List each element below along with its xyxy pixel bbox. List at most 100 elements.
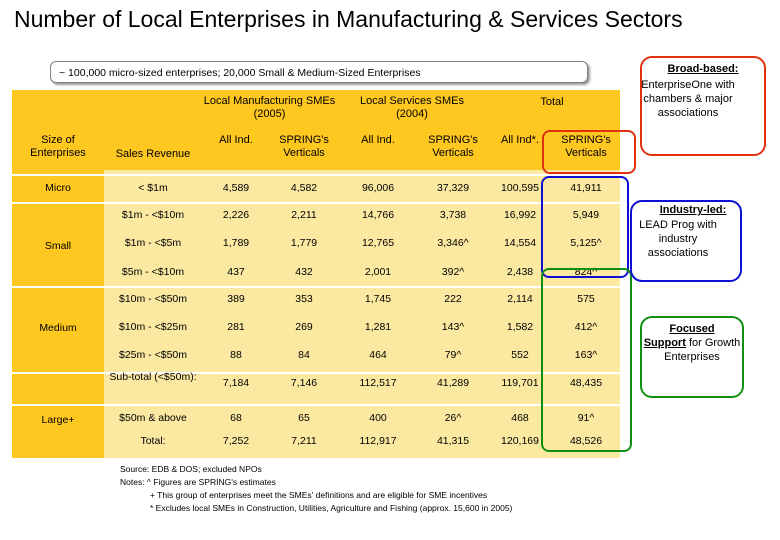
- table-cell: 552: [511, 349, 529, 361]
- summary-banner: ~ 100,000 micro-sized enterprises; 20,00…: [50, 61, 588, 83]
- header-group-manufacturing: Local Manufacturing SMEs (2005): [203, 95, 336, 120]
- table-cell: 5,949: [572, 209, 600, 221]
- table-cell: 575: [577, 293, 595, 305]
- header-total-spring: SPRING's Verticals: [561, 134, 611, 159]
- table-cell: 1,281: [364, 321, 392, 333]
- table-cell: 4,582: [290, 182, 318, 194]
- table-cell: 91^: [577, 412, 595, 424]
- table-cell: 88: [230, 349, 242, 361]
- table-cell: 4,589: [222, 182, 250, 194]
- footnote-incentives: + This group of enterprises meet the SME…: [150, 490, 488, 500]
- focused-body: for Growth Enterprises: [664, 337, 741, 363]
- broad-based-body: EnterpriseOne with chambers & major asso…: [641, 79, 735, 119]
- revenue-label: Sub-total (<$50m):: [109, 371, 197, 383]
- header-group-services: Local Services SMEs (2004): [360, 95, 464, 120]
- table-cell: 400: [369, 412, 387, 424]
- enterprise-table: Local Manufacturing SMEs (2005) Local Se…: [12, 90, 620, 458]
- row-separator: [12, 286, 620, 288]
- table-cell: 41,911: [570, 182, 602, 194]
- table-cell: 7,184: [222, 377, 250, 389]
- table-cell: 432: [295, 266, 313, 278]
- revenue-label: < $1m: [138, 182, 168, 194]
- red-highlight-box: [542, 130, 636, 174]
- table-cell: 120,169: [501, 435, 539, 447]
- table-cell: 281: [227, 321, 245, 333]
- header-band-sub: [12, 130, 620, 170]
- table-cell: 412^: [574, 321, 598, 333]
- footnotes: Source: EDB & DOS; excluded NPOs Notes: …: [120, 463, 512, 515]
- table-cell: 14,766: [361, 209, 395, 221]
- table-cell: 100,595: [501, 182, 539, 194]
- table-cell: 392^: [441, 266, 465, 278]
- table-cell: 84: [298, 349, 310, 361]
- revenue-label: $50m & above: [119, 412, 187, 424]
- row-separator: [12, 174, 620, 176]
- table-cell: 269: [295, 321, 313, 333]
- table-cell: 222: [444, 293, 462, 305]
- table-cell: 2,114: [507, 293, 533, 305]
- focused-title: Focused: [669, 323, 715, 335]
- table-cell: 96,006: [361, 182, 395, 194]
- size-label: Small: [44, 240, 72, 252]
- focused-support-callout: [640, 316, 744, 398]
- table-cell: 112,517: [359, 377, 397, 389]
- revenue-label: $5m - <$10m: [121, 266, 185, 278]
- header-mfg-spring: SPRING's Verticals: [279, 134, 329, 159]
- size-label: Medium: [39, 322, 77, 334]
- row-separator: [12, 202, 620, 204]
- blue-highlight-box: [541, 176, 629, 278]
- focused-support-word: Support: [643, 337, 686, 349]
- table-cell: 389: [227, 293, 245, 305]
- revenue-label: $10m - <$50m: [119, 293, 187, 305]
- header-group-total: Total: [540, 96, 564, 108]
- industry-led-title: Industry-led:: [659, 204, 727, 216]
- header-size: Size of Enterprises: [30, 134, 86, 159]
- table-cell: 163^: [574, 349, 598, 361]
- table-cell: 119,701: [501, 377, 539, 389]
- table-cell: 353: [295, 293, 313, 305]
- green-highlight-box: [541, 268, 632, 452]
- table-cell: 112,917: [359, 435, 397, 447]
- table-cell: 41,315: [436, 435, 470, 447]
- table-cell: 468: [511, 412, 529, 424]
- table-cell: 68: [230, 412, 242, 424]
- table-cell: 1,582: [506, 321, 534, 333]
- revenue-label: $10m - <$25m: [119, 321, 187, 333]
- size-label: Micro: [45, 182, 71, 194]
- table-cell: 3,738: [439, 209, 467, 221]
- table-cell: 3,346^: [437, 237, 469, 249]
- row-separator: [12, 372, 620, 374]
- header-total-all: All Ind*.: [501, 134, 539, 146]
- header-svc-spring: SPRING's Verticals: [428, 134, 478, 159]
- page-title: Number of Local Enterprises in Manufactu…: [14, 6, 683, 32]
- table-cell: 48,526: [569, 435, 603, 447]
- footnote-source: Source: EDB & DOS; excluded NPOs: [120, 464, 262, 474]
- table-cell: 65: [298, 412, 310, 424]
- table-cell: 7,211: [291, 435, 317, 447]
- broad-based-callout: [640, 56, 766, 156]
- table-cell: 1,789: [222, 237, 250, 249]
- table-cell: 12,765: [361, 237, 395, 249]
- table-cell: 5,125^: [570, 237, 602, 249]
- size-label: Large+: [41, 414, 75, 426]
- table-cell: 1,779: [290, 237, 318, 249]
- row-separator: [12, 404, 620, 406]
- revenue-label: Total:: [140, 435, 166, 447]
- footnote-exclusions: * Excludes local SMEs in Construction, U…: [150, 503, 513, 513]
- table-cell: 41,289: [436, 377, 470, 389]
- table-cell: 37,329: [436, 182, 470, 194]
- table-cell: 2,438: [506, 266, 534, 278]
- industry-led-callout: [630, 200, 742, 282]
- header-band-top: [12, 90, 620, 130]
- table-cell: 7,252: [222, 435, 250, 447]
- header-mfg-all: All Ind.: [219, 134, 253, 146]
- table-cell: 464: [369, 349, 387, 361]
- table-cell: 14,554: [503, 237, 537, 249]
- revenue-label: $1m - <$5m: [124, 237, 182, 249]
- revenue-label: $1m - <$10m: [121, 209, 185, 221]
- industry-led-body: LEAD Prog with industry associations: [639, 219, 717, 259]
- footnote-estimates: Notes: ^ Figures are SPRING's estimates: [120, 477, 276, 487]
- table-cell: 143^: [441, 321, 465, 333]
- table-cell: 79^: [444, 349, 462, 361]
- table-cell: 2,226: [222, 209, 250, 221]
